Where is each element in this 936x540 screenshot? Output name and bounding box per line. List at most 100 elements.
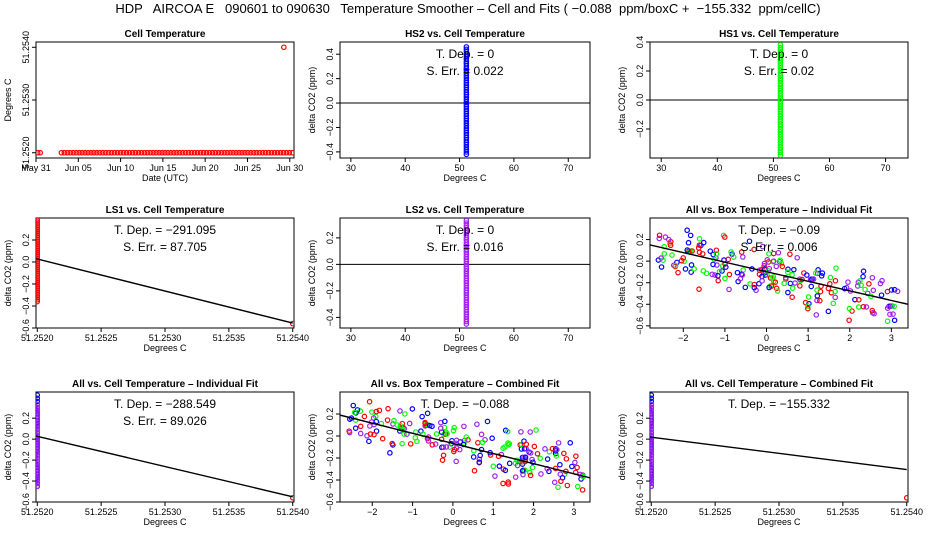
data-point <box>777 108 784 115</box>
x-tick-label: 40 <box>400 333 410 343</box>
data-point <box>777 44 784 51</box>
data-point <box>544 456 551 462</box>
data-point <box>777 98 784 105</box>
data-point <box>858 282 864 289</box>
data-point <box>863 304 870 310</box>
data-point <box>869 274 876 281</box>
data-point <box>248 149 254 156</box>
data-point <box>696 286 702 292</box>
data-point <box>688 262 695 268</box>
data-point <box>171 149 177 156</box>
data-point <box>526 469 533 476</box>
fit-annotation: S. Err. = 0.022 <box>426 64 503 78</box>
data-point <box>538 471 544 477</box>
data-point <box>36 277 41 284</box>
data-point <box>667 242 674 249</box>
y-tick-label: 0.2 <box>325 232 335 245</box>
data-point <box>710 251 716 258</box>
data-point <box>399 440 405 447</box>
data-point <box>475 439 481 446</box>
plot-frame <box>35 41 295 159</box>
data-point <box>504 428 511 435</box>
figure-title: HDP AIRCOA E 090601 to 090630 Temperatur… <box>115 1 821 16</box>
data-point <box>153 149 159 156</box>
data-point <box>887 311 893 318</box>
data-point <box>650 446 655 453</box>
data-point <box>36 242 41 248</box>
data-point <box>422 419 428 426</box>
y-tick-label: −0.4 <box>635 295 645 313</box>
data-point <box>808 283 815 290</box>
data-point <box>36 219 41 225</box>
data-point <box>197 149 204 156</box>
data-point <box>650 477 655 484</box>
data-point <box>88 149 94 156</box>
data-point <box>740 254 746 260</box>
fit-annotation: T. Dep. = 0 <box>750 47 809 61</box>
data-point <box>789 294 795 300</box>
y-tick-label: −0.4 <box>635 472 645 490</box>
data-point <box>777 54 784 61</box>
data-point <box>387 450 393 456</box>
data-point <box>36 238 41 244</box>
data-point <box>558 478 564 485</box>
data-point <box>179 149 186 156</box>
data-point <box>218 149 225 156</box>
data-point <box>414 438 420 445</box>
data-point <box>713 247 720 254</box>
data-point <box>36 260 41 267</box>
data-point <box>36 240 41 246</box>
data-point <box>738 249 745 255</box>
data-point <box>650 444 655 450</box>
data-point <box>67 149 74 156</box>
data-point <box>650 463 655 470</box>
data-point <box>751 246 757 253</box>
data-point <box>369 409 375 415</box>
data-point <box>443 444 450 450</box>
data-point <box>36 410 41 416</box>
x-tick-label: 2 <box>847 333 852 343</box>
data-point <box>777 101 784 107</box>
data-point <box>451 424 457 431</box>
data-point <box>100 149 106 156</box>
data-point <box>477 452 483 459</box>
x-tick-label: 51.2525 <box>699 507 732 517</box>
panel-title: All vs. Cell Temperature – Individual Fi… <box>72 379 259 390</box>
data-point <box>453 437 460 444</box>
data-point <box>85 149 91 156</box>
data-point <box>805 294 812 300</box>
data-point <box>438 436 445 443</box>
x-tick-label: 3 <box>889 333 894 343</box>
data-point <box>777 88 784 94</box>
data-point <box>73 149 79 156</box>
data-point <box>233 149 239 156</box>
panel-title: HS2 vs. Cell Temperature <box>405 29 525 40</box>
data-point <box>785 289 791 296</box>
x-tick-label: 1 <box>491 507 496 517</box>
data-point <box>832 277 839 284</box>
data-point <box>36 446 41 453</box>
x-tick-label: Jun 15 <box>149 163 176 173</box>
data-point <box>661 251 668 257</box>
data-point <box>432 441 439 447</box>
data-point <box>36 218 41 223</box>
data-point <box>860 273 866 280</box>
data-point <box>656 235 663 242</box>
data-point <box>779 263 786 270</box>
data-point <box>761 263 768 269</box>
data-point <box>36 224 41 231</box>
data-point <box>36 291 41 297</box>
data-point <box>777 95 784 102</box>
data-point <box>230 149 236 156</box>
plot-frame <box>649 217 909 329</box>
data-point <box>766 284 772 291</box>
data-point <box>36 415 41 422</box>
data-point <box>97 149 103 156</box>
data-point <box>36 452 41 459</box>
data-layer <box>36 218 294 327</box>
data-point <box>135 149 142 156</box>
data-point <box>869 307 876 314</box>
data-point <box>903 495 908 501</box>
data-point <box>215 149 222 156</box>
data-point <box>684 247 691 253</box>
